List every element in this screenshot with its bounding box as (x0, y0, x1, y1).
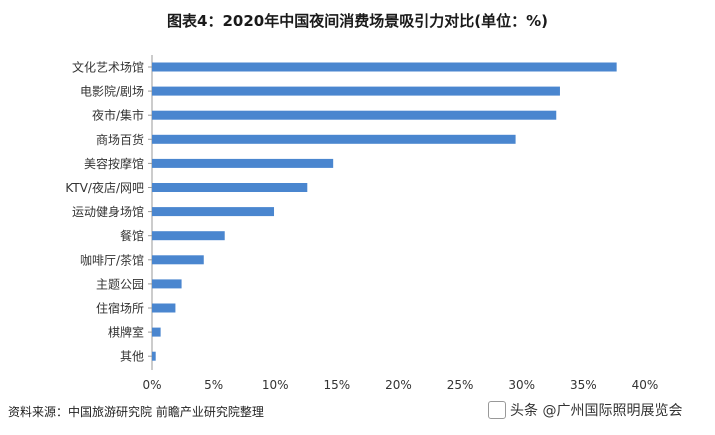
category-label: KTV/夜店/网吧 (65, 180, 144, 195)
bar (152, 303, 176, 313)
bar (152, 134, 516, 144)
bar (152, 351, 156, 361)
x-tick-label: 15% (324, 378, 351, 392)
category-label: 商场百货 (96, 132, 144, 147)
category-label: 棋牌室 (108, 325, 144, 340)
bar (152, 231, 225, 241)
category-label: 文化艺术场馆 (72, 60, 144, 75)
source-note: 资料来源：中国旅游研究院 前瞻产业研究院整理 (8, 405, 264, 419)
bar (152, 207, 275, 217)
x-tick-label: 35% (570, 378, 597, 392)
credit-label: 头条 @广州国际照明展览会 (510, 403, 683, 419)
x-tick-label: 10% (262, 378, 289, 392)
x-tick-label: 0% (142, 378, 161, 392)
category-label: 主题公园 (96, 277, 144, 291)
category-label: 美容按摩馆 (84, 156, 144, 171)
bar (152, 62, 617, 72)
bar (152, 158, 334, 168)
category-label: 夜市/集市 (92, 108, 144, 123)
category-label: 运动健身场馆 (72, 204, 144, 219)
bar (152, 86, 560, 96)
bar (152, 110, 557, 120)
toutiao-logo-icon (488, 401, 506, 419)
bar (152, 327, 161, 337)
category-label: 其他 (120, 350, 144, 364)
bar (152, 255, 204, 265)
x-tick-label: 5% (204, 378, 223, 392)
category-label: 餐馆 (120, 228, 144, 243)
x-tick-label: 25% (447, 378, 474, 392)
chart-title: 图表4：2020年中国夜间消费场景吸引力对比(单位：%) (167, 12, 548, 30)
credit-text: 头条 @广州国际照明展览会 (488, 400, 682, 420)
x-tick-label: 40% (632, 378, 659, 392)
category-label: 电影院/剧场 (80, 85, 144, 99)
bar (152, 279, 182, 289)
category-label: 住宿场所 (96, 301, 144, 316)
x-tick-label: 20% (385, 378, 412, 392)
bar (152, 183, 308, 192)
x-tick-label: 30% (508, 378, 535, 392)
category-label: 咖啡厅/茶馆 (80, 252, 144, 267)
